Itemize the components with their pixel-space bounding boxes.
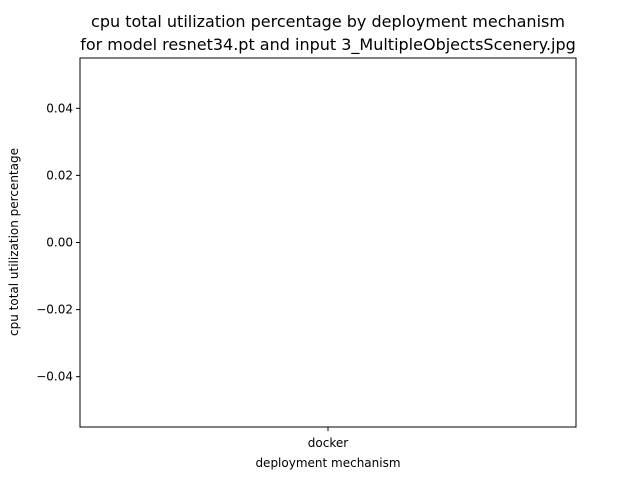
y-axis-ticks: 0.04 0.02 0.00 −0.02 −0.04 — [36, 101, 80, 384]
y-axis-label: cpu total utilization percentage — [7, 148, 21, 336]
y-tick-label: 0.00 — [46, 236, 73, 250]
plot-frame — [79, 57, 577, 428]
y-tick-label: 0.02 — [46, 168, 73, 182]
y-tick-label: −0.04 — [36, 370, 73, 384]
y-tick-label: 0.04 — [46, 101, 73, 115]
plot-area — [80, 58, 576, 427]
chart-title-line-1: cpu total utilization percentage by depl… — [91, 12, 565, 31]
x-axis-label: deployment mechanism — [255, 456, 400, 470]
chart-title-line-2: for model resnet34.pt and input 3_Multip… — [80, 35, 576, 55]
x-axis-ticks: docker — [308, 427, 348, 450]
x-tick-label: docker — [308, 436, 348, 450]
y-tick-label: −0.02 — [36, 303, 73, 317]
